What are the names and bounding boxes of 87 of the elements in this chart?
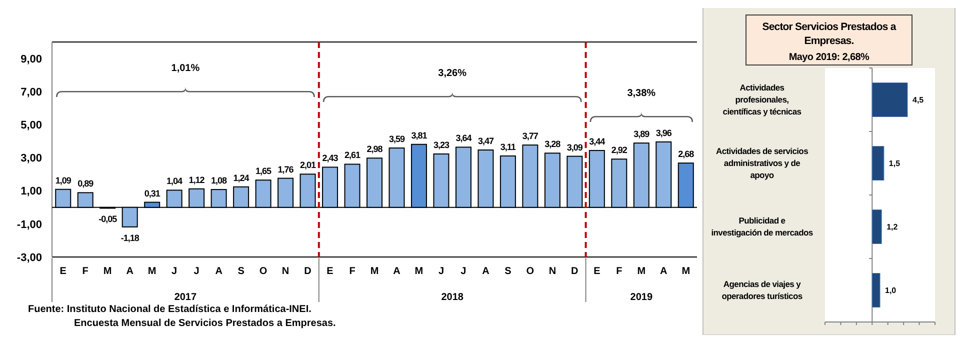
annotation: 3,38% <box>627 88 656 99</box>
y-tick-label: -3,00 <box>16 252 42 264</box>
bar <box>872 82 908 117</box>
x-tick-label: N <box>548 266 556 277</box>
data-label: 2,68 <box>678 149 694 160</box>
x-tick-label: O <box>526 266 534 277</box>
data-label: 4,5 <box>912 96 924 105</box>
x-tick-label: M <box>682 266 690 277</box>
data-label: 1,04 <box>166 176 183 186</box>
data-label: 3,11 <box>500 142 516 152</box>
x-tick-label: N <box>282 266 290 277</box>
text: 2018 <box>441 292 464 303</box>
x-tick-label: M <box>103 266 112 277</box>
x-tick-label: A <box>660 266 668 277</box>
x-tick-label: D <box>304 266 312 277</box>
data-label: 2,01 <box>300 160 316 170</box>
data-label: 3,96 <box>656 128 672 138</box>
y-tick-label: 3,00 <box>20 152 42 165</box>
data-label: 2,43 <box>322 153 338 164</box>
x-tick-label: F <box>616 266 622 277</box>
bar <box>872 273 880 308</box>
x-tick-label: A <box>393 266 400 277</box>
data-label: 3,47 <box>478 136 494 146</box>
data-label: 1,09 <box>55 175 72 186</box>
chart-title: Sector Servicios Prestados a Empresas. <box>762 21 896 47</box>
chart-subtitle: Mayo 2019: 2,68% <box>788 52 870 63</box>
data-label: 1,08 <box>211 176 228 186</box>
data-label: 2,98 <box>366 144 383 154</box>
x-tick-label: M <box>370 266 379 277</box>
data-label: 1,12 <box>188 174 205 185</box>
y-tick-label: Actividades de servicios administrativos y de apoyo <box>716 146 809 180</box>
y-tick-label: 9,00 <box>20 53 42 66</box>
x-tick-label: E <box>594 266 601 277</box>
x-tick-label: O <box>259 266 268 277</box>
data-label: 1,65 <box>256 166 272 176</box>
annotation: 1,01% <box>171 63 200 74</box>
x-tick-label: J <box>438 266 444 277</box>
annotation: 3,26% <box>438 68 467 79</box>
data-label: 1,24 <box>233 172 250 183</box>
data-label: 3,28 <box>544 139 561 150</box>
bar <box>872 146 884 180</box>
x-tick-label: A <box>482 266 490 277</box>
x-tick-label: S <box>238 266 245 277</box>
x-tick-label: F <box>349 266 356 277</box>
x-tick-label: D <box>571 266 578 277</box>
data-label: 0,31 <box>144 188 160 198</box>
y-tick-label: 1,00 <box>20 186 42 198</box>
data-label: 3,89 <box>634 129 650 140</box>
y-tick-label: Actividades profesionales, científicas y técnicas <box>722 82 802 117</box>
data-label: 3,81 <box>411 130 428 140</box>
data-label: 1,2 <box>886 222 898 232</box>
data-label: 0,89 <box>78 178 94 189</box>
data-label: 1,76 <box>278 164 294 174</box>
x-tick-label: E <box>326 266 334 277</box>
y-tick-label: -1,00 <box>16 218 42 231</box>
y-tick-label: Publicidad e investigación de mercados <box>711 216 814 238</box>
y-tick-label: 7,00 <box>20 86 42 98</box>
x-tick-label: J <box>194 266 200 277</box>
data-label: 1,5 <box>888 159 901 168</box>
data-label: 2,61 <box>344 150 361 160</box>
x-tick-label: E <box>60 266 67 277</box>
x-tick-label: J <box>172 266 178 277</box>
x-tick-label: M <box>637 266 646 277</box>
y-tick-label: Agencias de viajes y operadores turísticos <box>722 279 803 302</box>
x-tick-label: S <box>504 266 512 277</box>
data-label: 3,44 <box>589 136 606 146</box>
text: 2019 <box>630 292 653 303</box>
x-tick-label: A <box>126 266 134 277</box>
bar <box>872 210 882 244</box>
data-label: 3,59 <box>388 134 405 144</box>
data-label: -0,05 <box>98 214 118 224</box>
x-tick-label: F <box>82 266 88 277</box>
data-label: 3,64 <box>456 133 472 144</box>
source-note: Fuente: Instituto Nacional de Estadística e Informática-INEI. <box>28 304 312 315</box>
text: 2017 <box>174 292 198 303</box>
y-tick-label: 5,00 <box>20 120 42 132</box>
data-label: 3,23 <box>433 140 450 150</box>
data-label: -1,18 <box>120 232 140 243</box>
data-label: 1,0 <box>885 286 897 296</box>
data-label: 3,77 <box>522 131 538 142</box>
text: Encuesta Mensual de Servicios Prestados a Empresas. <box>74 318 336 329</box>
x-tick-label: A <box>215 266 222 277</box>
x-tick-label: J <box>460 266 466 277</box>
x-tick-label: M <box>414 266 424 277</box>
data-label: 3,09 <box>566 142 583 152</box>
data-label: 2,92 <box>611 145 628 156</box>
x-tick-label: M <box>148 266 156 277</box>
